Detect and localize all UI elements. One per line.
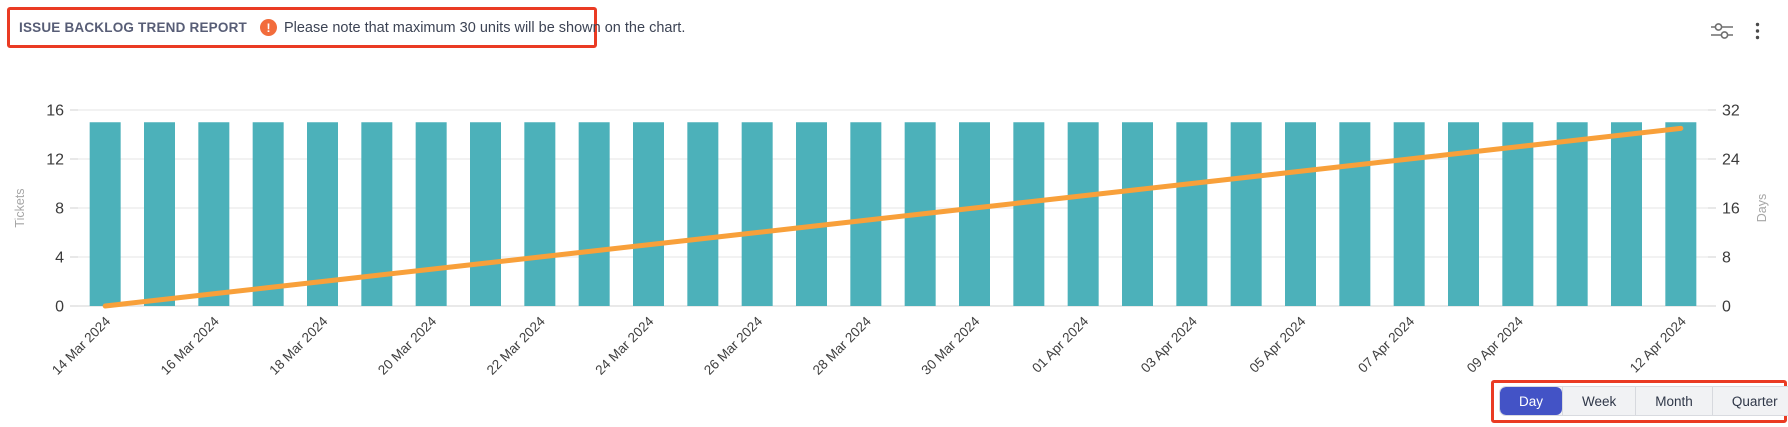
svg-text:22 Mar 2024: 22 Mar 2024 [484, 313, 549, 378]
period-toggle-group: Day Week Month Quarter [1499, 386, 1788, 416]
bar [144, 122, 175, 306]
svg-text:16 Mar 2024: 16 Mar 2024 [158, 313, 223, 378]
bar [524, 122, 556, 306]
bar [307, 122, 338, 306]
bar [850, 122, 882, 306]
svg-text:12 Apr 2024: 12 Apr 2024 [1627, 313, 1689, 375]
bar [415, 122, 447, 306]
header-annotation-box: ISSUE BACKLOG TREND REPORT ! Please note… [7, 7, 685, 48]
svg-text:14 Mar 2024: 14 Mar 2024 [49, 313, 114, 378]
svg-text:05 Apr 2024: 05 Apr 2024 [1247, 313, 1309, 375]
kebab-menu-icon-glyph [1755, 22, 1760, 40]
bar [959, 122, 990, 306]
svg-text:20 Mar 2024: 20 Mar 2024 [375, 313, 440, 378]
svg-text:16: 16 [46, 103, 64, 120]
bar [1067, 122, 1099, 306]
axis-ticks-labels: 0 4 8 12 16 0 8 16 24 32 [46, 103, 1740, 316]
bar [687, 122, 719, 306]
bar [89, 122, 121, 306]
bar [1122, 122, 1153, 306]
chart-toolbar [1708, 19, 1762, 43]
svg-text:03 Apr 2024: 03 Apr 2024 [1138, 313, 1200, 375]
bar [1502, 122, 1534, 306]
bar [1176, 122, 1208, 306]
trend-line [102, 125, 1684, 309]
bar [1556, 122, 1588, 306]
svg-text:8: 8 [55, 201, 64, 218]
bar [633, 122, 664, 306]
x-axis-labels: 14 Mar 2024 16 Mar 2024 18 Mar 2024 20 Mar … [49, 313, 1689, 378]
bar [1611, 122, 1642, 306]
svg-text:16: 16 [1722, 201, 1740, 218]
bar [1230, 122, 1262, 306]
svg-text:32: 32 [1722, 103, 1740, 120]
right-axis-name: Days [1755, 194, 1769, 222]
bar [796, 122, 827, 306]
kebab-menu-icon[interactable] [1753, 19, 1762, 43]
bar [578, 122, 610, 306]
grid-lines [78, 109, 1708, 307]
svg-text:28 Mar 2024: 28 Mar 2024 [810, 313, 875, 378]
period-button-week[interactable]: Week [1562, 387, 1635, 415]
bar [1339, 122, 1371, 306]
bar [1285, 122, 1316, 306]
bar [741, 122, 773, 306]
svg-text:0: 0 [55, 299, 64, 316]
warning-icon: ! [259, 19, 277, 36]
bar [198, 122, 230, 306]
svg-text:30 Mar 2024: 30 Mar 2024 [918, 313, 983, 378]
bar [1393, 122, 1425, 306]
report-title: ISSUE BACKLOG TREND REPORT [19, 20, 247, 35]
period-button-month[interactable]: Month [1635, 387, 1712, 415]
bar [1013, 122, 1045, 306]
svg-text:26 Mar 2024: 26 Mar 2024 [701, 313, 766, 378]
note-text: Please note that maximum 30 units will b… [283, 19, 686, 36]
bar [1665, 122, 1697, 306]
svg-text:09 Apr 2024: 09 Apr 2024 [1464, 313, 1526, 375]
svg-text:07 Apr 2024: 07 Apr 2024 [1355, 313, 1417, 375]
period-button-day[interactable]: Day [1500, 387, 1563, 415]
svg-text:4: 4 [55, 250, 64, 267]
svg-text:24: 24 [1722, 152, 1740, 169]
bar [470, 122, 501, 306]
svg-text:0: 0 [1722, 299, 1731, 316]
sliders-icon-glyph [1711, 23, 1733, 39]
svg-text:12: 12 [46, 152, 64, 169]
svg-text:8: 8 [1722, 250, 1731, 267]
bars-group [89, 122, 1697, 306]
period-button-quarter[interactable]: Quarter [1711, 387, 1788, 415]
sliders-icon[interactable] [1708, 19, 1736, 43]
svg-text:18 Mar 2024: 18 Mar 2024 [266, 313, 331, 378]
bar [252, 122, 284, 306]
svg-text:24 Mar 2024: 24 Mar 2024 [592, 313, 657, 378]
svg-text:01 Apr 2024: 01 Apr 2024 [1029, 313, 1091, 375]
max-units-note: ! Please note that maximum 30 units will… [259, 19, 686, 36]
left-axis-name: Tickets [13, 188, 27, 227]
